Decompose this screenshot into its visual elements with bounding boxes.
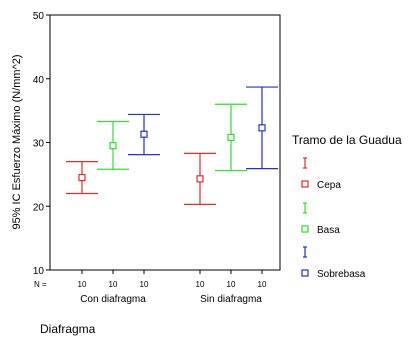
mean-marker-sobrebasa [258,124,266,132]
plot-frame [49,14,281,271]
legend-label: Cepa [317,180,341,191]
legend-label: Sobrebasa [317,269,366,280]
plot-area: 10 20 30 40 50 10 10 10 Con diafragma 10 10 10 Sin d… [33,11,281,305]
category-label: Con diafragma [80,294,146,305]
category-label: Sin diafragma [200,294,262,305]
n-value: 10 [227,280,236,289]
mean-marker-basa [109,142,117,150]
y-tick-label: 10 [33,266,45,277]
mean-marker-cepa [196,175,204,183]
n-value: 10 [78,280,87,289]
n-label: N = [34,280,47,289]
legend-label: Basa [317,225,340,236]
legend-marker-sobrebasa [301,269,309,277]
n-value: 10 [109,280,118,289]
legend-title: Tramo de la Guadua [292,133,402,147]
n-value: 10 [196,280,205,289]
legend: Cepa Basa Sobrebasa [301,157,366,280]
n-value: 10 [258,280,267,289]
mean-marker-cepa [78,173,86,182]
mean-marker-sobrebasa [140,130,148,138]
y-axis-label: 95% IC Esfuerzo Máximo (N/mm^2) [11,54,23,229]
y-tick-label: 40 [33,75,45,86]
y-tick-label: 30 [33,139,45,150]
x-axis-label: Diafragma [40,322,96,336]
n-value: 10 [140,280,149,289]
y-tick-label: 20 [33,202,45,213]
legend-marker-basa [301,225,309,233]
y-tick-label: 50 [33,11,45,22]
mean-marker-basa [227,133,235,141]
legend-marker-cepa [301,180,309,188]
